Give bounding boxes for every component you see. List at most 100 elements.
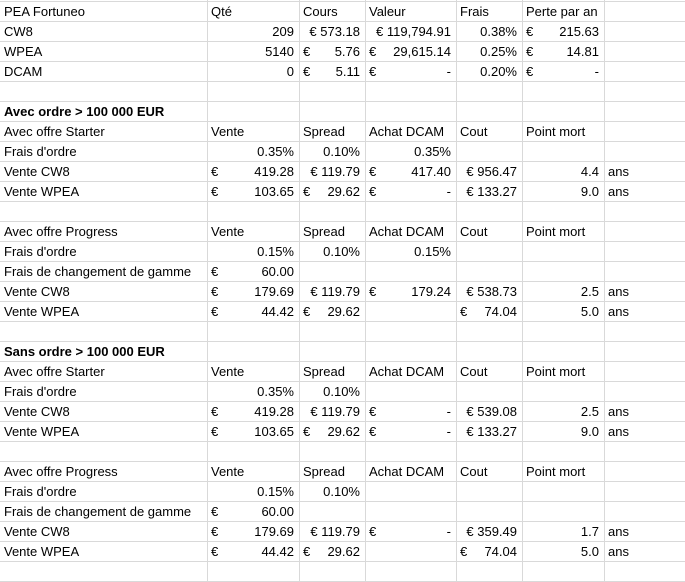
sheet-cell[interactable]: € 119.79	[310, 524, 360, 539]
sheet-cell[interactable]: 419.28	[254, 404, 294, 419]
sheet-cell[interactable]: 60.00	[261, 264, 294, 279]
sheet-cell[interactable]: €	[211, 264, 219, 279]
sheet-cell[interactable]: €	[211, 284, 219, 299]
sheet-cell[interactable]: €	[460, 544, 468, 559]
sheet-cell[interactable]: 417.40	[411, 164, 451, 179]
sheet-cell[interactable]: ans	[608, 304, 629, 319]
sheet-cell[interactable]: -	[446, 64, 451, 79]
sheet-cell[interactable]: Point mort	[526, 364, 586, 379]
sheet-cell[interactable]: 0.10%	[323, 484, 360, 499]
sheet-cell[interactable]: Frais d'ordre	[4, 384, 77, 399]
sheet-cell[interactable]: Frais de changement de gamme	[4, 504, 192, 519]
sheet-cell[interactable]: Point mort	[526, 224, 586, 239]
sheet-cell[interactable]: 14.81	[566, 44, 599, 59]
sheet-cell[interactable]: 9.0	[580, 184, 599, 199]
sheet-cell[interactable]: 5.76	[334, 44, 360, 59]
sheet-cell[interactable]: €	[211, 184, 219, 199]
sheet-cell[interactable]: 74.04	[484, 304, 517, 319]
sheet-cell[interactable]: Vente CW8	[4, 524, 70, 539]
sheet-cell[interactable]: 0.35%	[257, 384, 294, 399]
sheet-cell[interactable]: €	[303, 304, 311, 319]
sheet-cell[interactable]: 0.20%	[480, 64, 517, 79]
sheet-cell[interactable]: Perte par an	[526, 4, 598, 19]
sheet-cell[interactable]: Frais d'ordre	[4, 484, 77, 499]
sheet-cell[interactable]: 44.42	[261, 304, 294, 319]
sheet-cell[interactable]: -	[446, 524, 451, 539]
sheet-cell[interactable]: Valeur	[369, 4, 406, 19]
sheet-cell[interactable]: 0.38%	[480, 24, 517, 39]
sheet-cell[interactable]: €	[526, 64, 534, 79]
sheet-cell[interactable]: Vente CW8	[4, 284, 70, 299]
sheet-cell[interactable]: €	[211, 544, 219, 559]
sheet-cell[interactable]: €	[211, 524, 219, 539]
sheet-cell[interactable]: Vente	[211, 224, 245, 239]
sheet-cell[interactable]: Vente	[211, 124, 245, 139]
sheet-cell[interactable]: € 133.27	[466, 424, 517, 439]
sheet-cell[interactable]: Avec ordre > 100 000 EUR	[4, 104, 165, 119]
sheet-cell[interactable]: 29.62	[327, 544, 360, 559]
sheet-cell[interactable]: €	[303, 64, 311, 79]
sheet-cell[interactable]: WPEA	[4, 44, 43, 59]
sheet-cell[interactable]: 179.24	[411, 284, 451, 299]
sheet-cell[interactable]: Vente WPEA	[4, 184, 80, 199]
sheet-cell[interactable]: -	[446, 184, 451, 199]
sheet-cell[interactable]: 9.0	[580, 424, 599, 439]
sheet-cell[interactable]: Achat DCAM	[369, 224, 445, 239]
sheet-cell[interactable]: Avec offre Progress	[4, 464, 118, 479]
sheet-cell[interactable]: 0.10%	[323, 384, 360, 399]
sheet-cell[interactable]: Spread	[303, 464, 345, 479]
sheet-cell[interactable]: Point mort	[526, 124, 586, 139]
sheet-cell[interactable]: ans	[608, 544, 629, 559]
sheet-cell[interactable]: €	[369, 64, 377, 79]
sheet-cell[interactable]: 0.10%	[323, 244, 360, 259]
sheet-cell[interactable]: 5.0	[580, 304, 599, 319]
sheet-cell[interactable]: 1.7	[580, 524, 599, 539]
sheet-cell[interactable]: €	[303, 544, 311, 559]
sheet-cell[interactable]: Avec offre Starter	[4, 364, 105, 379]
sheet-cell[interactable]: 0.15%	[257, 244, 294, 259]
sheet-cell[interactable]: 29,615.14	[393, 44, 451, 59]
sheet-cell[interactable]: Achat DCAM	[369, 124, 445, 139]
sheet-cell[interactable]: 2.5	[580, 404, 599, 419]
sheet-cell[interactable]: 29.62	[327, 424, 360, 439]
sheet-cell[interactable]: Frais de changement de gamme	[4, 264, 192, 279]
sheet-cell[interactable]: ans	[608, 284, 629, 299]
sheet-cell[interactable]: € 573.18	[309, 24, 360, 39]
sheet-cell[interactable]: €	[460, 304, 468, 319]
sheet-cell[interactable]: €	[303, 184, 311, 199]
sheet-cell[interactable]: € 119.79	[310, 404, 360, 419]
sheet-cell[interactable]: Sans ordre > 100 000 EUR	[4, 344, 165, 359]
sheet-cell[interactable]: € 133.27	[466, 184, 517, 199]
sheet-cell[interactable]: 0.15%	[257, 484, 294, 499]
sheet-cell[interactable]: Frais d'ordre	[4, 244, 77, 259]
sheet-cell[interactable]: 209	[272, 24, 294, 39]
sheet-cell[interactable]: Frais	[460, 4, 489, 19]
sheet-cell[interactable]: ans	[608, 404, 629, 419]
sheet-cell[interactable]: ans	[608, 524, 629, 539]
sheet-cell[interactable]: 5.11	[335, 64, 360, 79]
sheet-cell[interactable]: 0.25%	[480, 44, 517, 59]
sheet-cell[interactable]: €	[369, 524, 377, 539]
sheet-cell[interactable]: Achat DCAM	[369, 364, 445, 379]
sheet-cell[interactable]: Cout	[460, 224, 488, 239]
sheet-cell[interactable]: Cout	[460, 464, 488, 479]
sheet-cell[interactable]: 103.65	[254, 184, 294, 199]
sheet-cell[interactable]: Vente WPEA	[4, 424, 80, 439]
sheet-cell[interactable]: Avec offre Starter	[4, 124, 105, 139]
sheet-cell[interactable]: -	[446, 424, 451, 439]
sheet-cell[interactable]: €	[369, 284, 377, 299]
sheet-cell[interactable]: PEA Fortuneo	[4, 4, 85, 19]
sheet-cell[interactable]: Qté	[211, 4, 232, 19]
sheet-cell[interactable]: €	[369, 424, 377, 439]
sheet-cell[interactable]: 0.35%	[414, 144, 451, 159]
sheet-cell[interactable]: 179.69	[254, 284, 294, 299]
sheet-cell[interactable]: € 538.73	[466, 284, 517, 299]
sheet-cell[interactable]: 215.63	[559, 24, 599, 39]
sheet-cell[interactable]: -	[446, 404, 451, 419]
sheet-cell[interactable]: € 539.08	[466, 404, 517, 419]
sheet-cell[interactable]: € 119.79	[310, 164, 360, 179]
sheet-cell[interactable]: ans	[608, 184, 629, 199]
sheet-cell[interactable]: 419.28	[254, 164, 294, 179]
sheet-cell[interactable]: ans	[608, 164, 629, 179]
sheet-cell[interactable]: 44.42	[261, 544, 294, 559]
